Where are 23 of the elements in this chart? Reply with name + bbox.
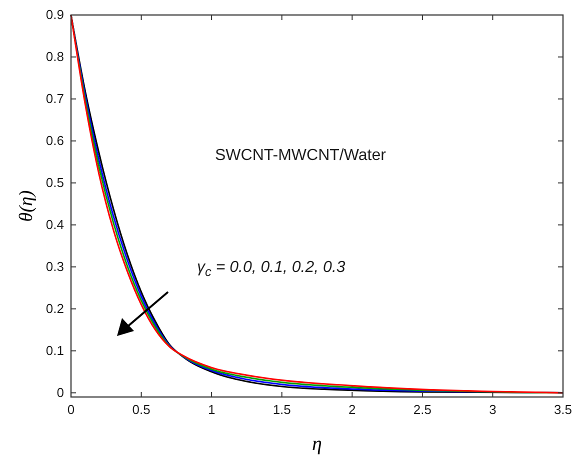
annotation: γ$_{c}$ = 0.0, 0.1, 0.2, 0.3	[197, 259, 346, 279]
y-tick-label: 0.9	[46, 7, 64, 22]
y-tick-label: 0.2	[46, 300, 64, 316]
y-axis-title: θ(η)	[16, 190, 37, 222]
y-tick-label: 0.6	[46, 132, 64, 148]
annotation: SWCNT-MWCNT/Water	[215, 147, 387, 164]
x-tick-label: 1	[208, 402, 216, 417]
y-tick-label: 0.8	[46, 48, 64, 64]
x-tick-label: 2	[348, 402, 356, 417]
x-tick-label: 1.5	[272, 402, 291, 417]
y-tick-label: 0.5	[46, 174, 64, 190]
line-series	[70, 14, 564, 394]
x-axis-title: η	[312, 433, 322, 455]
y-tick-label: 0.1	[46, 342, 64, 358]
y-tick-label: 0.7	[46, 90, 64, 106]
y-tick-label: 0	[56, 384, 64, 400]
x-tick-label: 3	[489, 402, 496, 417]
y-tick-label: 0.4	[46, 216, 64, 232]
x-tick-label: 2.5	[413, 402, 432, 417]
x-tick-label: 3.5	[554, 402, 572, 417]
x-tick-label: 0.5	[132, 402, 150, 417]
x-tick-label: 0	[67, 402, 75, 417]
y-tick-label: 0.3	[46, 258, 64, 274]
